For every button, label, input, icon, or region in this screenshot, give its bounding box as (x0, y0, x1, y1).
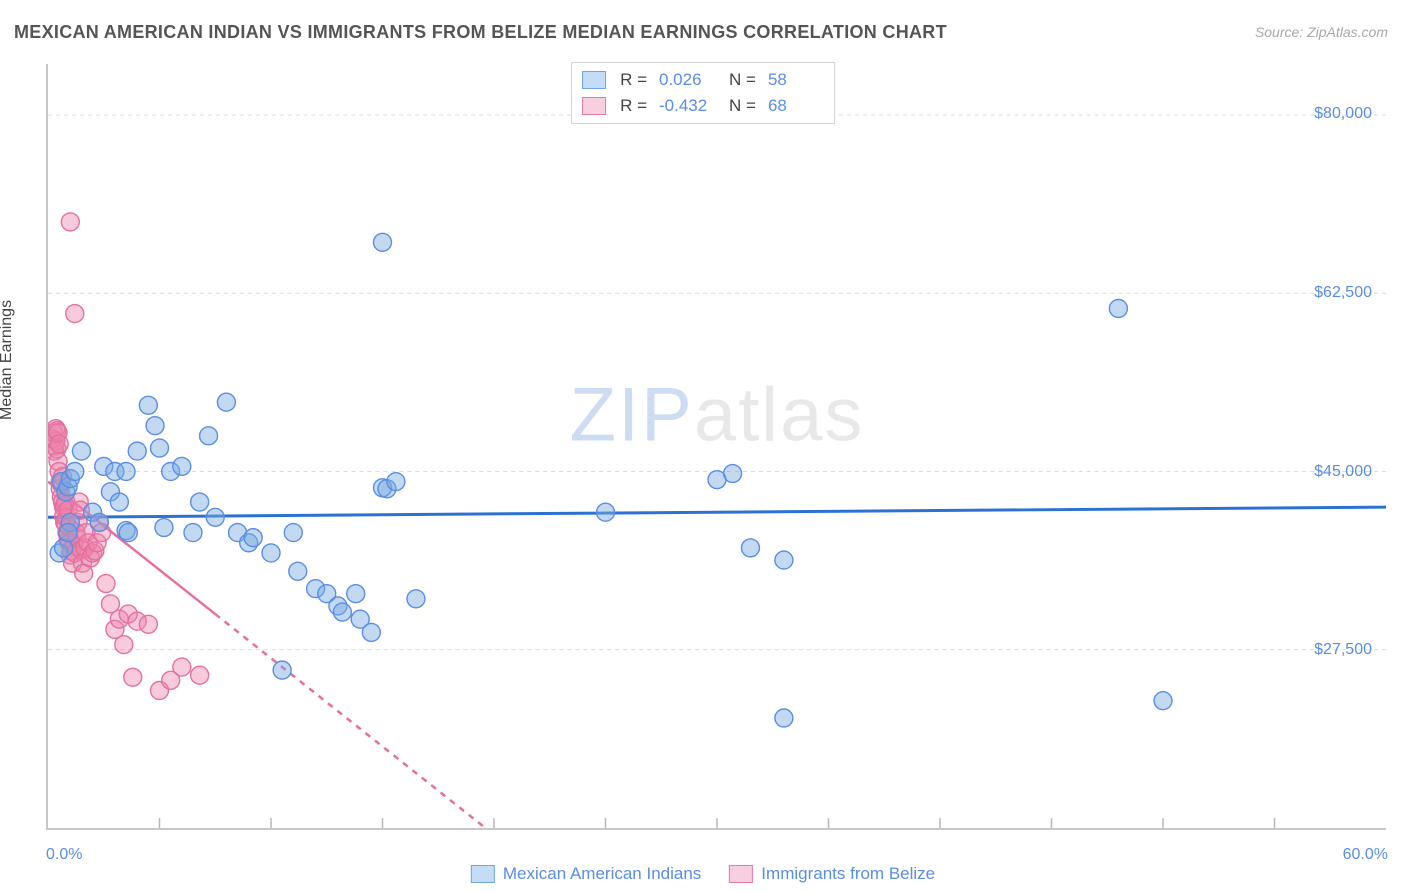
legend-n-value: 68 (768, 96, 824, 116)
legend-r-label: R = (620, 96, 647, 116)
legend-swatch (471, 865, 495, 883)
legend-swatch (582, 71, 606, 89)
legend-r-label: R = (620, 70, 647, 90)
legend-series-item: Mexican American Indians (471, 864, 701, 884)
chart-title: MEXICAN AMERICAN INDIAN VS IMMIGRANTS FR… (14, 22, 947, 43)
legend-r-value: 0.026 (659, 70, 715, 90)
source-label: Source: ZipAtlas.com (1255, 24, 1388, 40)
legend-swatch (582, 97, 606, 115)
chart-plot-area: ZIPatlas (46, 64, 1386, 830)
series-legend: Mexican American Indians Immigrants from … (471, 864, 935, 884)
legend-n-label: N = (729, 96, 756, 116)
legend-series-label: Immigrants from Belize (761, 864, 935, 884)
legend-correlation-row: R = -0.432 N = 68 (582, 93, 824, 119)
x-axis-min-label: 0.0% (46, 846, 82, 864)
legend-n-label: N = (729, 70, 756, 90)
legend-series-item: Immigrants from Belize (729, 864, 935, 884)
correlation-legend: R = 0.026 N = 58 R = -0.432 N = 68 (571, 62, 835, 124)
x-axis-max-label: 60.0% (1343, 846, 1388, 864)
legend-n-value: 58 (768, 70, 824, 90)
legend-r-value: -0.432 (659, 96, 715, 116)
y-axis-label: Median Earnings (0, 300, 16, 420)
legend-series-label: Mexican American Indians (503, 864, 701, 884)
scatter-chart-svg (48, 64, 1386, 828)
legend-swatch (729, 865, 753, 883)
legend-correlation-row: R = 0.026 N = 58 (582, 67, 824, 93)
